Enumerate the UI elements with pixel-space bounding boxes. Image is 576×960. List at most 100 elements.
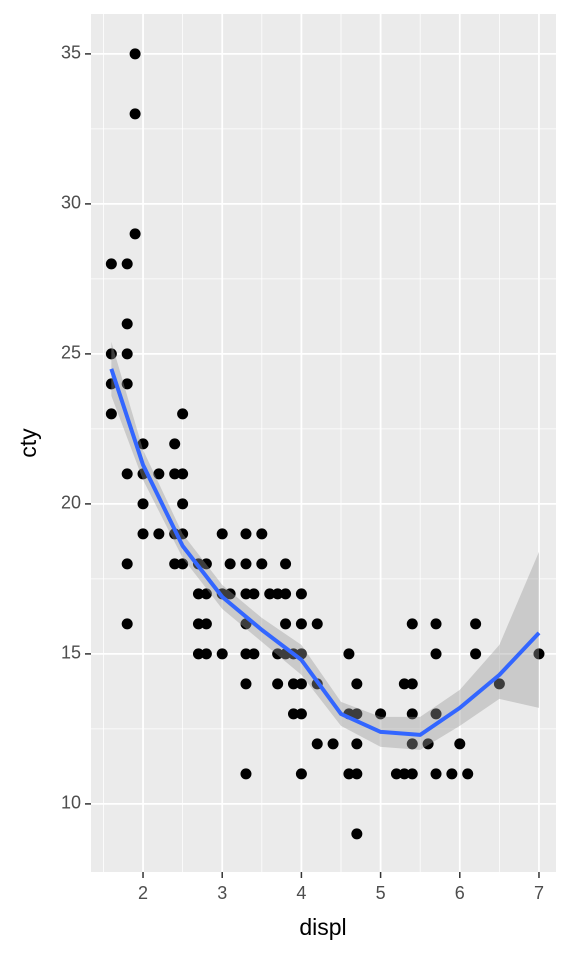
point bbox=[177, 498, 189, 510]
y-tick-label: 35 bbox=[61, 43, 81, 63]
point bbox=[192, 618, 204, 630]
point bbox=[351, 828, 363, 840]
y-tick-label: 25 bbox=[61, 343, 81, 363]
point bbox=[287, 708, 299, 720]
point bbox=[470, 618, 482, 630]
point bbox=[137, 528, 149, 540]
point bbox=[272, 678, 284, 690]
y-axis-label: cty bbox=[15, 428, 41, 458]
point bbox=[121, 348, 133, 360]
point bbox=[493, 678, 505, 690]
point bbox=[137, 438, 149, 450]
point bbox=[248, 588, 260, 600]
point bbox=[446, 768, 458, 780]
point bbox=[430, 768, 442, 780]
point bbox=[192, 648, 204, 660]
point bbox=[327, 738, 339, 750]
point bbox=[192, 588, 204, 600]
point bbox=[240, 528, 252, 540]
point bbox=[240, 648, 252, 660]
point bbox=[240, 678, 252, 690]
point bbox=[169, 438, 181, 450]
point bbox=[454, 738, 466, 750]
point bbox=[129, 108, 141, 120]
point bbox=[216, 648, 228, 660]
y-tick-label: 10 bbox=[61, 793, 81, 813]
point bbox=[295, 678, 307, 690]
point bbox=[343, 768, 355, 780]
point bbox=[375, 708, 387, 720]
point bbox=[272, 588, 284, 600]
point bbox=[422, 738, 434, 750]
point bbox=[129, 228, 141, 240]
point bbox=[343, 648, 355, 660]
point bbox=[256, 528, 268, 540]
point bbox=[311, 618, 323, 630]
point bbox=[390, 768, 402, 780]
point bbox=[137, 498, 149, 510]
point bbox=[177, 468, 189, 480]
point bbox=[351, 768, 363, 780]
point bbox=[295, 618, 307, 630]
point bbox=[121, 318, 133, 330]
point bbox=[216, 528, 228, 540]
point bbox=[200, 558, 212, 570]
point bbox=[153, 528, 165, 540]
point bbox=[295, 768, 307, 780]
point bbox=[121, 378, 133, 390]
point bbox=[533, 648, 545, 660]
point bbox=[470, 648, 482, 660]
point bbox=[256, 558, 268, 570]
point bbox=[406, 738, 418, 750]
x-tick-label: 6 bbox=[455, 883, 465, 903]
point bbox=[121, 258, 133, 270]
point bbox=[200, 648, 212, 660]
point bbox=[169, 468, 181, 480]
point bbox=[224, 588, 236, 600]
point bbox=[295, 588, 307, 600]
point bbox=[105, 348, 117, 360]
point bbox=[129, 48, 141, 60]
point bbox=[272, 648, 284, 660]
y-tick-label: 30 bbox=[61, 193, 81, 213]
point bbox=[280, 618, 292, 630]
smooth-line bbox=[109, 368, 541, 737]
x-tick-label: 4 bbox=[296, 883, 306, 903]
point bbox=[406, 618, 418, 630]
point bbox=[248, 648, 260, 660]
point bbox=[121, 468, 133, 480]
point bbox=[200, 618, 212, 630]
point bbox=[121, 618, 133, 630]
point bbox=[406, 678, 418, 690]
x-tick-label: 2 bbox=[138, 883, 148, 903]
point bbox=[398, 678, 410, 690]
point bbox=[153, 468, 165, 480]
point bbox=[351, 738, 363, 750]
point bbox=[406, 708, 418, 720]
point bbox=[105, 408, 117, 420]
point bbox=[430, 618, 442, 630]
point bbox=[311, 738, 323, 750]
x-tick-label: 3 bbox=[217, 883, 227, 903]
point bbox=[351, 708, 363, 720]
y-tick-label: 20 bbox=[61, 493, 81, 513]
point bbox=[280, 558, 292, 570]
point bbox=[105, 258, 117, 270]
point bbox=[177, 558, 189, 570]
point bbox=[121, 558, 133, 570]
point bbox=[280, 588, 292, 600]
point bbox=[462, 768, 474, 780]
point bbox=[240, 558, 252, 570]
point bbox=[240, 588, 252, 600]
point bbox=[264, 588, 276, 600]
x-axis-label: displ bbox=[299, 914, 346, 940]
x-tick-label: 7 bbox=[534, 883, 544, 903]
point bbox=[430, 708, 442, 720]
y-tick-label: 15 bbox=[61, 643, 81, 663]
panel bbox=[91, 14, 556, 872]
point bbox=[169, 558, 181, 570]
point bbox=[430, 648, 442, 660]
x-tick-label: 5 bbox=[376, 883, 386, 903]
point bbox=[398, 768, 410, 780]
